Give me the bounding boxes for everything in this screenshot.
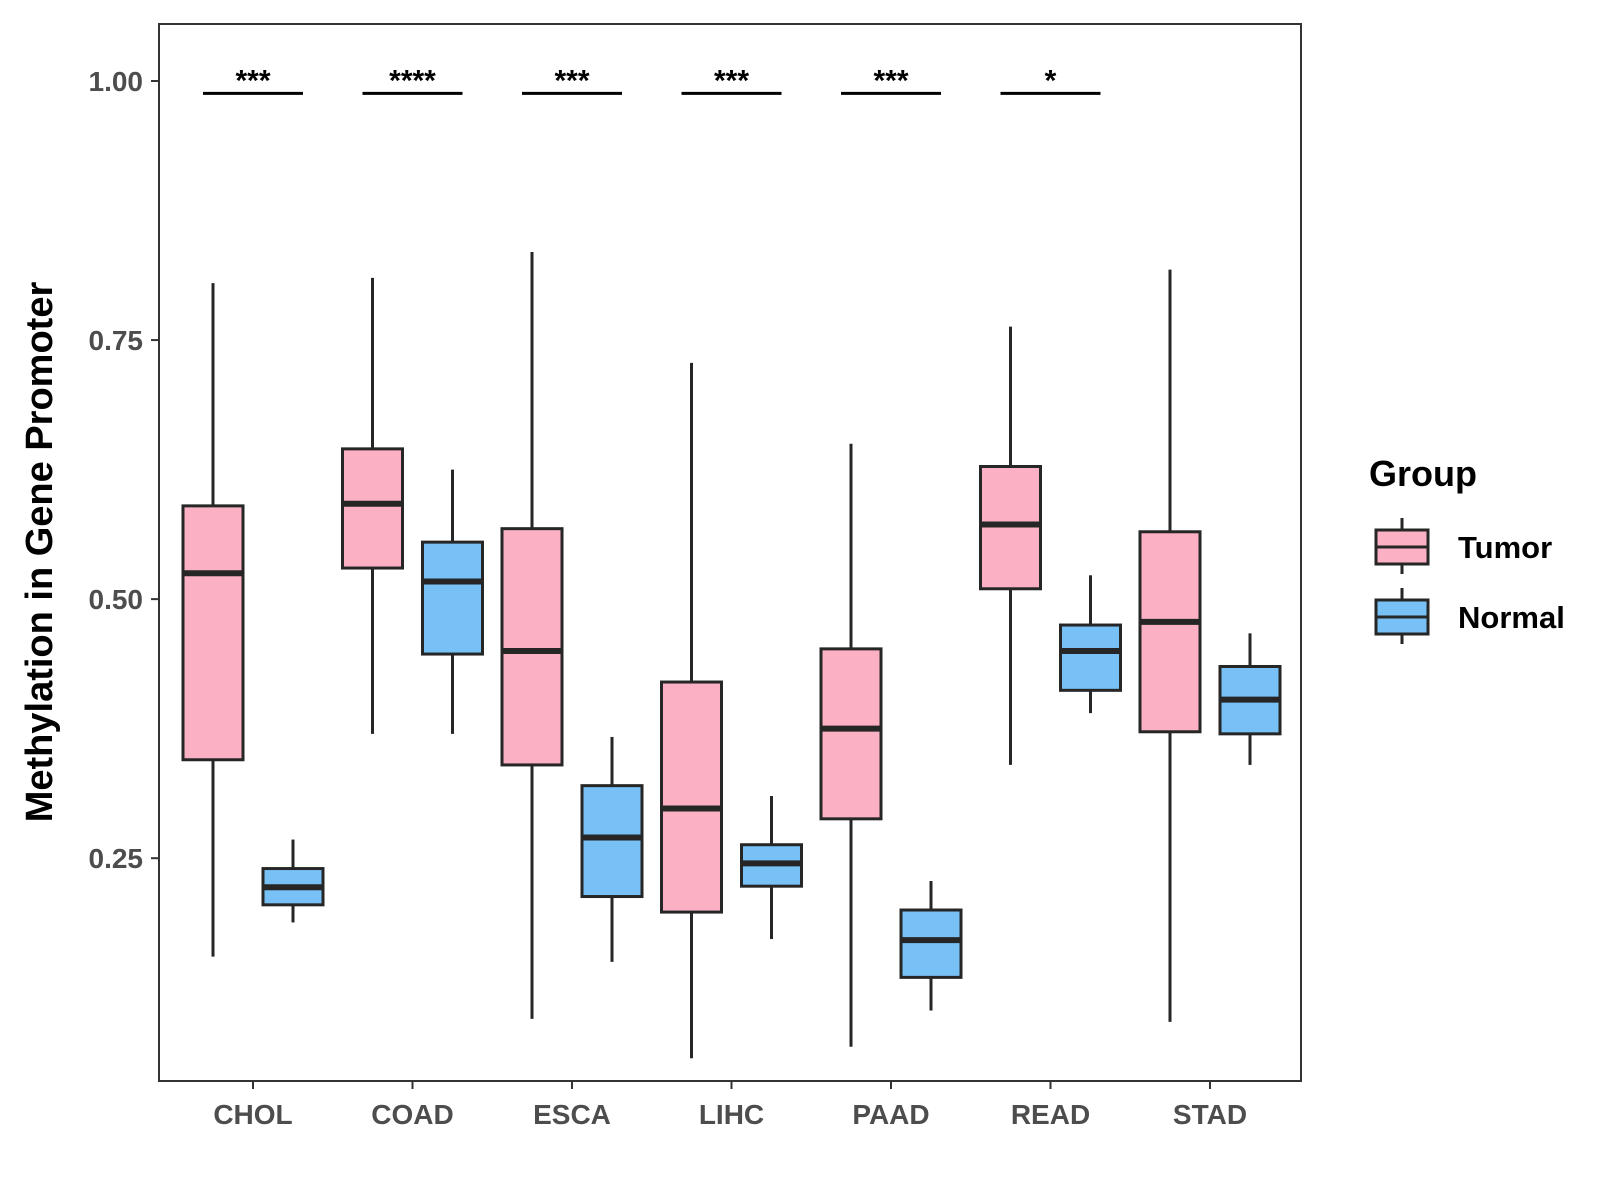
y-axis-label: Methylation in Gene Promoter xyxy=(19,282,61,823)
legend-title: Group xyxy=(1369,453,1477,494)
y-tick-label: 0.75 xyxy=(89,325,144,356)
significance-label: **** xyxy=(389,64,436,97)
normal-box xyxy=(1059,623,1122,692)
x-tick-label: PAAD xyxy=(852,1099,929,1130)
x-tick-label: ESCA xyxy=(533,1099,611,1130)
significance-annotations: *** **** *** *** *** * xyxy=(203,64,1101,97)
tumor-box xyxy=(819,647,883,821)
axes: 0.25 0.50 0.75 1.00 CHOL COAD ESCA LIHC PAAD READ… xyxy=(89,66,1248,1130)
tumor-box xyxy=(1138,530,1202,734)
significance-label: *** xyxy=(235,64,270,97)
plot-panel-border xyxy=(158,23,1302,1082)
x-tick-label: COAD xyxy=(371,1099,453,1130)
x-tick-label: READ xyxy=(1011,1099,1090,1130)
x-tick-label: LIHC xyxy=(699,1099,764,1130)
normal-box xyxy=(421,540,484,656)
x-tick-label: CHOL xyxy=(213,1099,292,1130)
tumor-box xyxy=(181,504,245,762)
significance-label: * xyxy=(1045,64,1057,97)
legend: Group Tumor Normal xyxy=(1369,453,1565,644)
y-tick-label: 0.50 xyxy=(89,584,144,615)
normal-box xyxy=(899,908,963,979)
tumor-box xyxy=(341,447,404,570)
significance-label: *** xyxy=(873,64,908,97)
significance-label: *** xyxy=(714,64,749,97)
legend-label-tumor: Tumor xyxy=(1458,530,1552,565)
significance-label: *** xyxy=(554,64,589,97)
tumor-box xyxy=(660,680,723,914)
tumor-box xyxy=(979,464,1042,591)
y-tick-label: 1.00 xyxy=(89,66,144,97)
x-tick-label: STAD xyxy=(1173,1099,1247,1130)
legend-label-normal: Normal xyxy=(1458,600,1565,635)
normal-box xyxy=(580,784,644,899)
tumor-box xyxy=(500,527,564,767)
y-tick-label: 0.25 xyxy=(89,843,144,874)
plot-marks xyxy=(181,251,1282,1059)
